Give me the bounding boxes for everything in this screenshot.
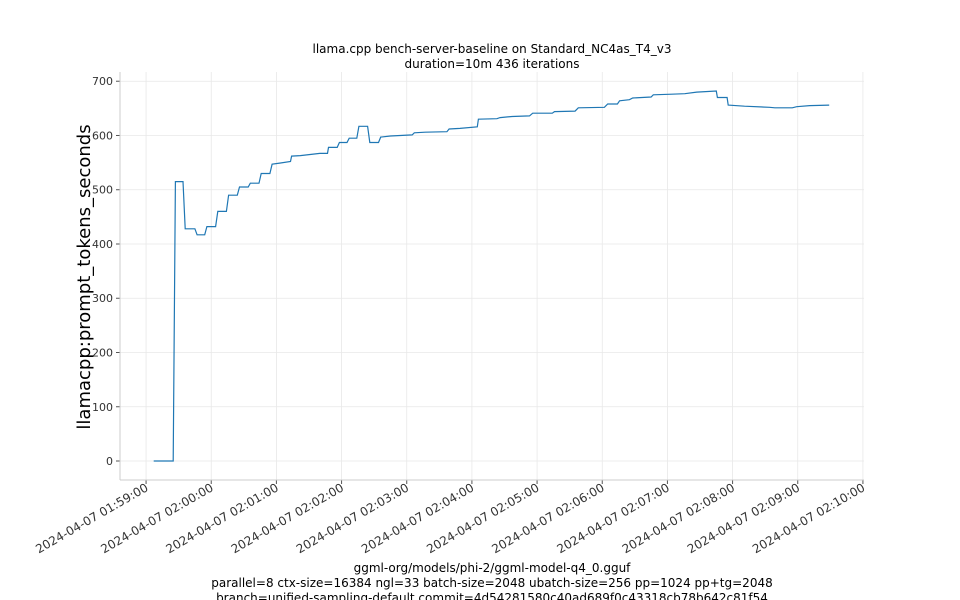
x-tick-label: 2024-04-07 02:07:00 — [555, 480, 672, 556]
x-tick-label: 2024-04-07 02:02:00 — [229, 480, 346, 556]
y-tick-label: 700 — [92, 75, 113, 88]
x-tick-label: 2024-04-07 02:09:00 — [685, 480, 802, 556]
footer-line: ggml-org/models/phi-2/ggml-model-q4_0.gg… — [354, 561, 632, 575]
y-tick-label: 500 — [92, 184, 113, 197]
x-tick-label: 2024-04-07 01:59:00 — [33, 480, 150, 556]
y-tick-label: 100 — [92, 401, 113, 414]
y-tick-label: 600 — [92, 129, 113, 142]
chart-subtitle: duration=10m 436 iterations — [405, 57, 580, 71]
x-tick-label: 2024-04-07 02:05:00 — [424, 480, 541, 556]
y-tick-label: 300 — [92, 292, 113, 305]
footer-line: parallel=8 ctx-size=16384 ngl=33 batch-s… — [211, 576, 772, 590]
x-tick-label: 2024-04-07 02:10:00 — [750, 480, 867, 556]
y-axis-label: llamacpp:prompt_tokens_seconds — [74, 124, 95, 429]
y-tick-label: 0 — [106, 455, 113, 468]
x-tick-label: 2024-04-07 02:04:00 — [359, 480, 476, 556]
data-line — [153, 90, 830, 462]
x-tick-label: 2024-04-07 02:08:00 — [620, 480, 737, 556]
x-tick-label: 2024-04-07 02:01:00 — [164, 480, 281, 556]
y-tick-label: 200 — [92, 347, 113, 360]
chart-title: llama.cpp bench-server-baseline on Stand… — [313, 42, 672, 56]
x-tick-label: 2024-04-07 02:03:00 — [294, 480, 411, 556]
y-tick-label: 400 — [92, 238, 113, 251]
footer-line: branch=unified-sampling-default commit=4… — [216, 591, 768, 600]
x-tick-label: 2024-04-07 02:00:00 — [98, 480, 215, 556]
x-tick-label: 2024-04-07 02:06:00 — [489, 480, 606, 556]
